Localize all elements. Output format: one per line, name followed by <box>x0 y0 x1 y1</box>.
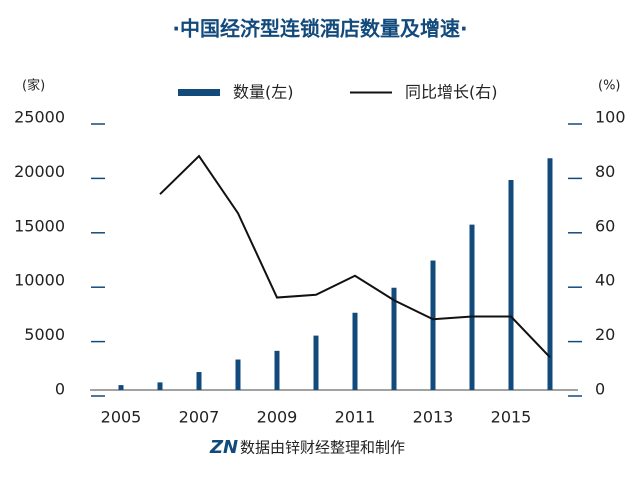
x-tick-label: 2007 <box>179 408 220 427</box>
bar <box>235 359 241 390</box>
bar <box>469 224 475 390</box>
x-tick-label: 2015 <box>491 408 532 427</box>
y-tick-label: 25000 <box>14 108 65 127</box>
bar <box>157 382 163 390</box>
y2-tick-label: 20 <box>595 325 615 344</box>
y-tick-label: 10000 <box>14 271 65 290</box>
bar <box>274 350 280 390</box>
bar <box>430 260 436 390</box>
y-tick-label: 15000 <box>14 216 65 235</box>
y-tick-label: 0 <box>55 380 65 399</box>
legend-label: 同比增长(右) <box>405 83 498 102</box>
x-tick-label: 2013 <box>413 408 454 427</box>
x-tick-label: 2011 <box>335 408 376 427</box>
chart-title: ·中国经济型连锁酒店数量及增速· <box>172 17 467 41</box>
bar <box>118 385 124 390</box>
bar <box>508 180 514 390</box>
y2-tick-label: 60 <box>595 216 615 235</box>
y2-unit: (%) <box>598 79 621 94</box>
y2-tick-label: 40 <box>595 271 615 290</box>
y-unit: (家) <box>22 78 45 94</box>
bar <box>547 158 553 390</box>
source: 数据由锌财经整理和制作 <box>240 439 405 457</box>
line <box>159 154 551 359</box>
source-logo: ZN <box>209 437 238 458</box>
bar <box>196 372 202 390</box>
x-tick-label: 2009 <box>257 408 298 427</box>
bar <box>313 335 319 390</box>
legend-swatch <box>178 89 220 96</box>
bar <box>352 312 358 390</box>
y2-tick-label: 100 <box>595 108 626 127</box>
x-tick-label: 2005 <box>101 408 142 427</box>
y2-tick-label: 80 <box>595 162 615 181</box>
y2-tick-label: 0 <box>595 380 605 399</box>
legend-label: 数量(左) <box>233 83 294 102</box>
y-tick-label: 20000 <box>14 162 65 181</box>
bar <box>391 287 397 390</box>
y-tick-label: 5000 <box>24 325 65 344</box>
